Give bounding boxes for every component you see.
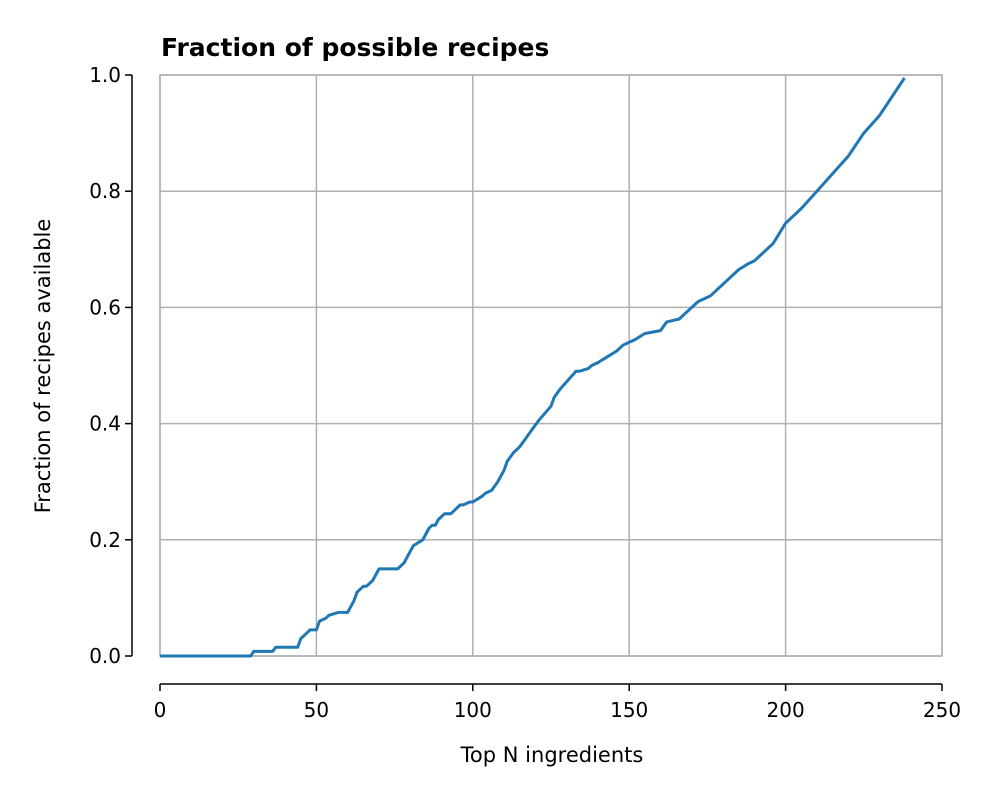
x-axis-title: Top N ingredients [460,743,644,767]
y-tick-label: 0.2 [89,528,121,552]
y-tick-label: 0.8 [89,179,121,203]
x-tick-label: 100 [454,698,492,722]
plot-frame [159,74,943,657]
x-tick-label: 0 [154,698,167,722]
x-tick-label: 50 [304,698,329,722]
y-tick-label: 0.4 [89,412,121,436]
x-tick-label: 150 [610,698,648,722]
x-tick-label: 250 [923,698,961,722]
y-tick-label: 0.6 [89,295,121,319]
y-axis-title: Fraction of recipes available [31,219,55,514]
chart-title: Fraction of possible recipes [161,33,549,62]
ticks: 0 50 100 150 200 250 0.0 0.2 0.4 0.6 0.8 1.0 [89,63,961,722]
y-tick-label: 1.0 [89,63,121,87]
y-tick-label: 0.0 [89,644,121,668]
series-line [160,77,906,658]
x-tick-label: 200 [767,698,805,722]
axes [131,75,942,685]
grid [159,74,943,657]
